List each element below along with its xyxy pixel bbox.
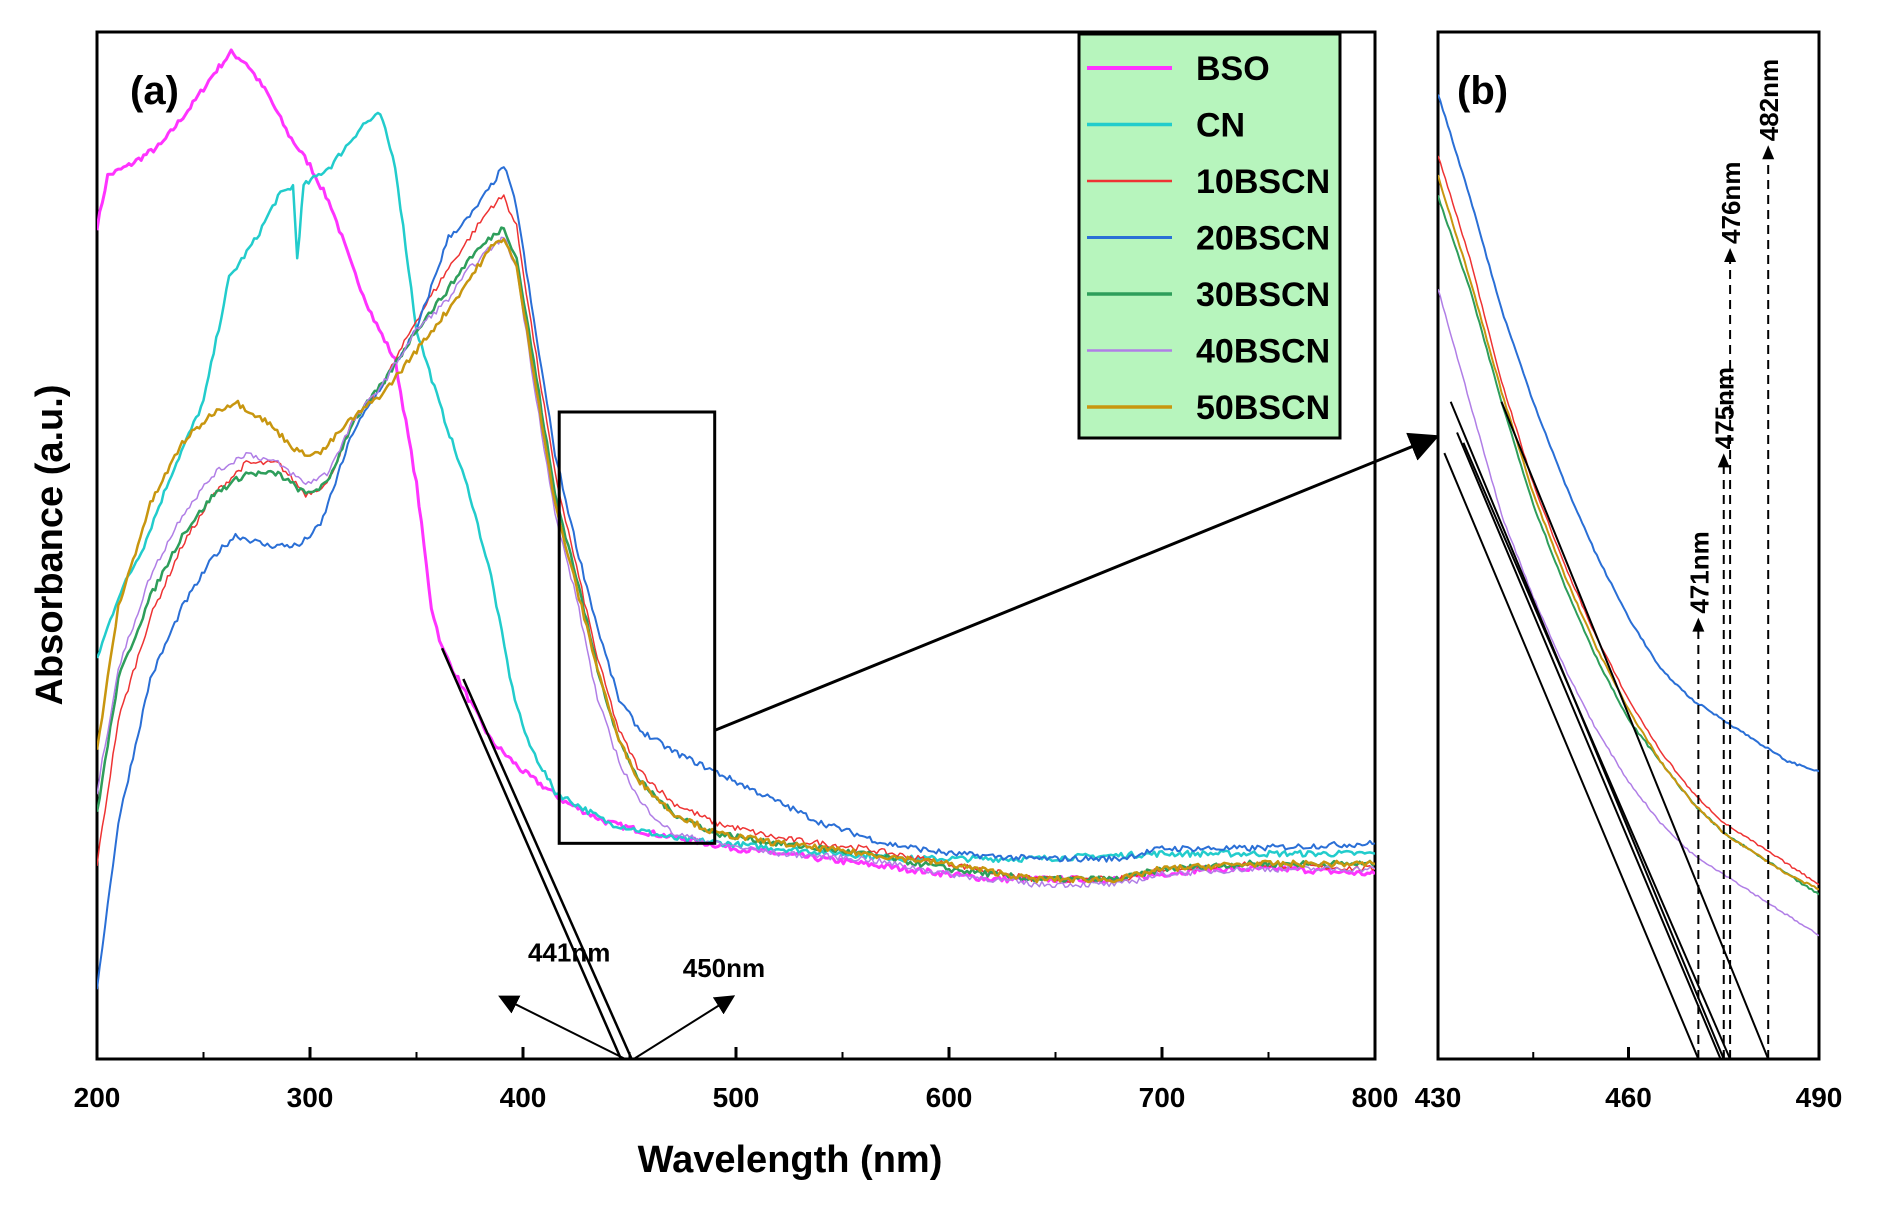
legend-label-cn: CN bbox=[1196, 107, 1245, 145]
b-x-tick-label: 490 bbox=[1796, 1082, 1843, 1113]
a-x-tick-label: 500 bbox=[713, 1082, 760, 1113]
wavelength-marker-arrowhead bbox=[1762, 145, 1775, 160]
x-axis-title: Wavelength (nm) bbox=[638, 1139, 943, 1181]
panel-b-markers: 471nm 475nm 476nm 482nm bbox=[1684, 59, 1784, 1059]
series-line-cn bbox=[97, 111, 1375, 864]
wavelength-marker-label: 482nm bbox=[1754, 59, 1784, 141]
zoom-connector-arrow bbox=[714, 432, 1440, 732]
wavelength-marker-label: 476nm bbox=[1716, 162, 1746, 244]
y-axis-title: Absorbance (a.u.) bbox=[29, 385, 71, 706]
legend-label-20bscn: 20BSCN bbox=[1196, 220, 1330, 258]
zoom-box bbox=[557, 410, 717, 845]
legend-label-30bscn: 30BSCN bbox=[1196, 276, 1330, 314]
tangent-line bbox=[1443, 452, 1700, 1059]
tangent-line bbox=[1500, 401, 1770, 1059]
tangent-line bbox=[1456, 432, 1722, 1059]
panel-a-x-axis: 200 300 400 500 600 700 800 bbox=[74, 1047, 1399, 1113]
panel-b-frame bbox=[1436, 30, 1821, 1061]
panel-a-overlays: 441nm 450nm bbox=[440, 410, 765, 1060]
series-line-50bscn bbox=[1438, 174, 1819, 891]
a-x-tick-label: 400 bbox=[500, 1082, 547, 1113]
annotation-arrow bbox=[633, 995, 736, 1060]
wavelength-marker-arrowhead bbox=[1692, 617, 1705, 632]
legend-label-40bscn: 40BSCN bbox=[1196, 333, 1330, 371]
a-x-tick-label: 800 bbox=[1352, 1082, 1399, 1113]
series-line-20bscn bbox=[1438, 94, 1819, 773]
series-line-40bscn bbox=[1438, 288, 1819, 937]
legend-label-10bscn: 10BSCN bbox=[1196, 163, 1330, 201]
a-x-tick-label: 600 bbox=[926, 1082, 973, 1113]
a-x-tick-label: 300 bbox=[287, 1082, 334, 1113]
panel-a-label: (a) bbox=[130, 69, 179, 113]
legend: BSO CN 10BSCN 20BSCN 30BSCN 40BSCN 50BSCN bbox=[1077, 32, 1342, 440]
legend-label-bso: BSO bbox=[1196, 50, 1270, 88]
a-x-tick-label: 700 bbox=[1139, 1082, 1186, 1113]
legend-label-50bscn: 50BSCN bbox=[1196, 389, 1330, 427]
tangent-line bbox=[1462, 442, 1732, 1059]
a-x-tick-label: 200 bbox=[74, 1082, 121, 1113]
panel-b-label: (b) bbox=[1457, 69, 1508, 113]
panel-b-series bbox=[1438, 94, 1819, 937]
series-line-10bscn bbox=[1438, 155, 1819, 886]
tangent-line bbox=[462, 678, 633, 1060]
panel-a-series bbox=[97, 48, 1375, 990]
panel-b-x-axis: 430 460 490 bbox=[1415, 1047, 1843, 1113]
series-line-40bscn bbox=[97, 236, 1375, 889]
wavelength-marker-arrowhead bbox=[1717, 453, 1730, 468]
b-x-tick-label: 460 bbox=[1605, 1082, 1652, 1113]
annotation-label: 441nm bbox=[528, 937, 610, 967]
zoom-connector-line bbox=[714, 432, 1440, 732]
wavelength-marker-label: 471nm bbox=[1684, 531, 1714, 613]
tangent-line bbox=[440, 647, 623, 1060]
series-line-bso bbox=[97, 48, 1375, 884]
series-line-50bscn bbox=[97, 237, 1375, 884]
b-x-tick-label: 430 bbox=[1415, 1082, 1462, 1113]
series-line-30bscn bbox=[1438, 195, 1819, 896]
panel-b-overlays bbox=[1443, 401, 1770, 1059]
wavelength-marker-label: 475nm bbox=[1710, 367, 1740, 449]
series-line-20bscn bbox=[97, 166, 1375, 990]
annotation-label: 450nm bbox=[683, 953, 765, 983]
annotation-arrow bbox=[498, 995, 626, 1060]
wavelength-marker-arrowhead bbox=[1724, 247, 1737, 262]
